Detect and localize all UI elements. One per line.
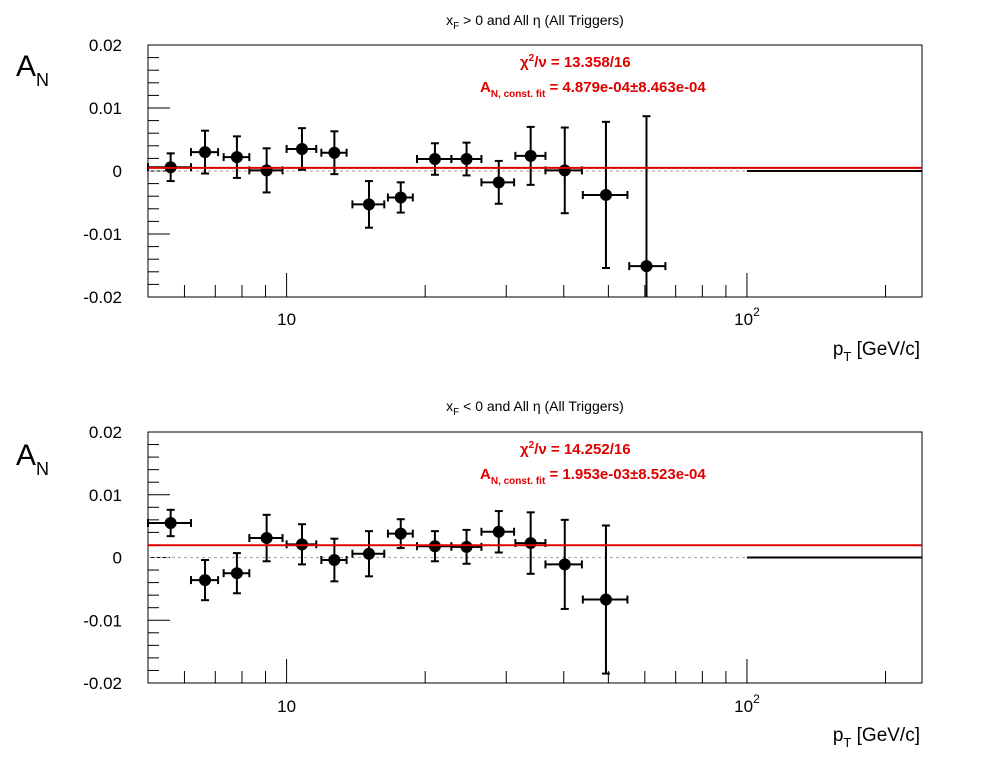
data-point-1 (147, 508, 193, 538)
data-point-12 (514, 511, 547, 575)
data-marker (492, 176, 505, 189)
y-tick-label: -0.02 (83, 288, 122, 307)
chart-title: xF > 0 and All η (All Triggers) (446, 12, 624, 32)
data-marker (524, 149, 537, 162)
data-marker (599, 593, 612, 606)
data-point-12 (514, 125, 547, 186)
y-axis-label: AN (16, 50, 49, 90)
chart-title: xF < 0 and All η (All Triggers) (446, 398, 624, 418)
y-tick-label: -0.02 (83, 674, 122, 693)
x-axis-label: pT [GeV/c] (833, 339, 920, 364)
data-marker (260, 532, 273, 545)
data-point-9 (416, 142, 453, 176)
y-tick-label: 0.02 (89, 423, 122, 442)
data-marker (599, 188, 612, 201)
y-tick-label: 0 (113, 162, 122, 181)
fit-value-label: AN, const. fit = 4.879e-04±8.463e-04 (480, 79, 706, 100)
data-marker (394, 191, 407, 204)
y-tick-label: 0.02 (89, 36, 122, 55)
data-point-10 (450, 141, 483, 177)
x-tick-label: 10 (277, 310, 296, 329)
chi2-label: χ2/ν = 14.252/16 (520, 440, 631, 458)
data-marker (428, 153, 441, 166)
data-point-8 (386, 181, 414, 214)
data-marker (362, 547, 375, 560)
data-marker (328, 146, 341, 159)
data-point-11 (480, 159, 516, 205)
data-marker (199, 146, 212, 159)
data-point-15 (628, 115, 667, 297)
data-marker (558, 558, 571, 571)
data-marker (558, 164, 571, 177)
data-marker (492, 525, 505, 538)
data-marker (260, 164, 273, 177)
data-point-5 (285, 127, 318, 171)
data-point-10 (450, 528, 483, 565)
data-point-8 (386, 518, 414, 550)
x-tick-label: 10 (277, 697, 296, 716)
data-point-7 (351, 530, 386, 578)
data-marker (460, 540, 473, 553)
y-tick-label: 0.01 (89, 486, 122, 505)
data-marker (328, 554, 341, 567)
data-point-4 (248, 513, 284, 563)
y-tick-label: -0.01 (83, 611, 122, 630)
data-point-13 (544, 126, 583, 215)
data-marker (199, 574, 212, 587)
data-marker (394, 527, 407, 540)
data-marker (230, 567, 243, 580)
x-tick-label: 102 (734, 305, 760, 329)
data-marker (524, 537, 537, 550)
data-point-2 (190, 559, 220, 602)
data-marker (640, 260, 653, 273)
data-marker (460, 153, 473, 166)
data-marker (362, 198, 375, 211)
data-marker (295, 142, 308, 155)
data-point-3 (222, 552, 251, 595)
x-tick-label: 102 (734, 692, 760, 716)
data-point-7 (351, 180, 386, 229)
data-marker (164, 516, 177, 529)
data-marker (230, 151, 243, 164)
data-point-6 (320, 537, 348, 583)
chart-panel-1: xF > 0 and All η (All Triggers) 0.02 0.01 0… (16, 12, 923, 364)
y-tick-label: -0.01 (83, 225, 122, 244)
y-tick-label: 0 (113, 549, 122, 568)
data-point-13 (544, 518, 583, 610)
y-tick-label: 0.01 (89, 99, 122, 118)
data-point-14 (581, 120, 629, 270)
data-point-4 (248, 147, 284, 194)
chart-panel-2: xF < 0 and All η (All Triggers) 0.02 0.01 0… (16, 398, 923, 750)
data-point-3 (222, 135, 251, 179)
chi2-label: χ2/ν = 13.358/16 (520, 53, 631, 71)
data-point-11 (480, 510, 516, 554)
y-axis-label: AN (16, 439, 49, 479)
data-point-14 (581, 524, 629, 675)
x-axis-label: pT [GeV/c] (833, 725, 920, 750)
fit-value-label: AN, const. fit = 1.953e-03±8.523e-04 (480, 466, 706, 487)
data-point-2 (190, 129, 220, 175)
